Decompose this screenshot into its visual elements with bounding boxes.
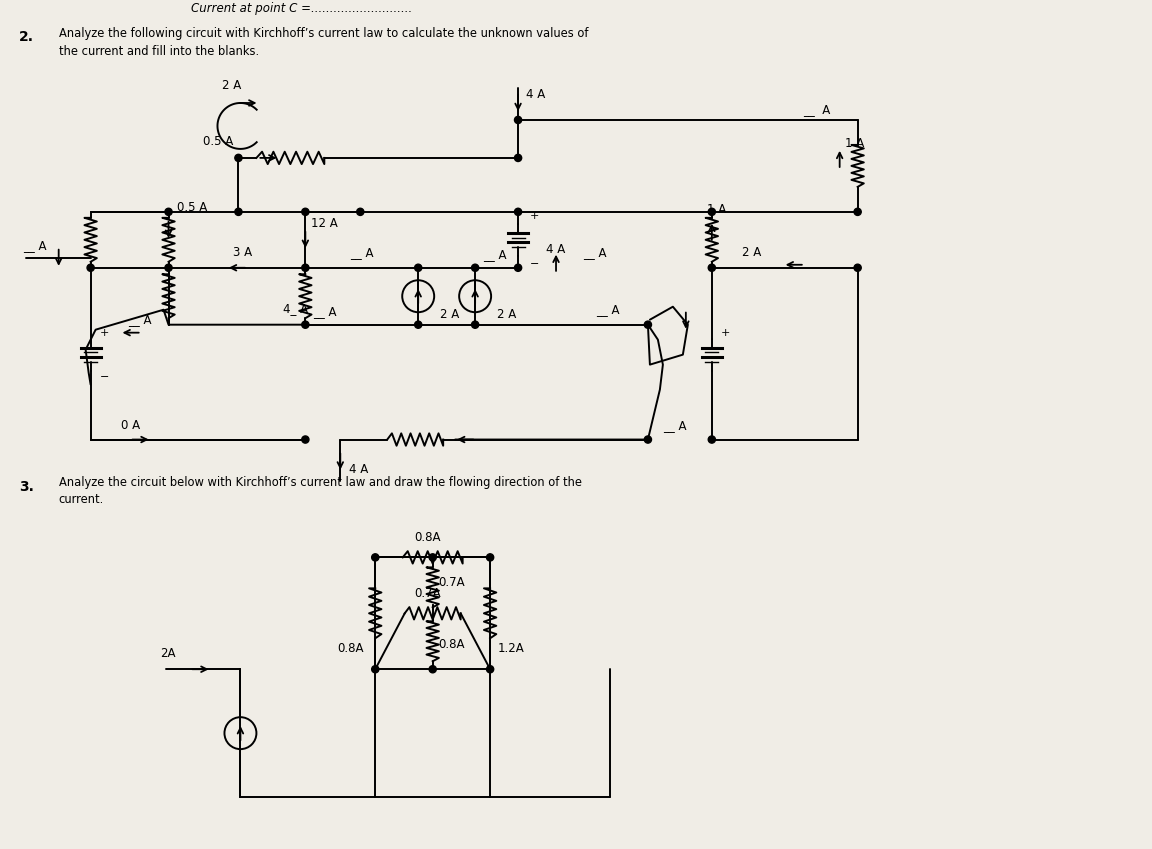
Circle shape: [515, 208, 522, 216]
Text: 3.: 3.: [18, 481, 33, 494]
Text: 2 A: 2 A: [222, 80, 242, 93]
Text: __  A: __ A: [803, 104, 829, 116]
Text: 0.8A: 0.8A: [415, 531, 441, 544]
Circle shape: [854, 264, 862, 272]
Text: Current at point C =...........................: Current at point C =....................…: [190, 2, 411, 14]
Circle shape: [302, 208, 309, 216]
Text: +: +: [530, 211, 539, 221]
Text: −: −: [99, 372, 109, 381]
Text: the current and fill into the blanks.: the current and fill into the blanks.: [59, 44, 259, 58]
Circle shape: [429, 554, 437, 561]
Text: __ A: __ A: [129, 313, 152, 326]
Circle shape: [165, 208, 172, 216]
Text: Analyze the following circuit with Kirchhoff’s current law to calculate the unkn: Analyze the following circuit with Kirch…: [59, 26, 589, 40]
Text: 4 A: 4 A: [349, 463, 369, 476]
Text: __ A: __ A: [350, 246, 373, 259]
Text: 3 A: 3 A: [234, 246, 252, 259]
Text: __ A: __ A: [313, 305, 336, 318]
Circle shape: [515, 264, 522, 272]
Text: __ A: __ A: [662, 419, 687, 432]
Circle shape: [708, 436, 715, 443]
Text: 0 A: 0 A: [121, 419, 139, 432]
Text: 0.7A: 0.7A: [439, 576, 465, 589]
Circle shape: [372, 554, 379, 561]
Circle shape: [302, 436, 309, 443]
Text: current.: current.: [59, 493, 104, 506]
Text: __ A: __ A: [483, 248, 507, 261]
Circle shape: [471, 264, 479, 272]
Circle shape: [471, 321, 479, 329]
Text: 2.: 2.: [18, 30, 33, 44]
Circle shape: [708, 264, 715, 272]
Circle shape: [415, 264, 422, 272]
Circle shape: [165, 264, 172, 272]
Text: −: −: [530, 259, 539, 269]
Text: 1 A: 1 A: [707, 204, 726, 216]
Text: 4_ A: 4_ A: [283, 302, 309, 315]
Circle shape: [429, 666, 437, 672]
Text: 2 A: 2 A: [742, 246, 761, 259]
Text: +: +: [721, 328, 730, 338]
Text: 0.8A: 0.8A: [336, 642, 363, 655]
Text: Analyze the circuit below with Kirchhoff’s current law and draw the flowing dire: Analyze the circuit below with Kirchhoff…: [59, 476, 582, 489]
Circle shape: [88, 264, 94, 272]
Text: 0.7A: 0.7A: [415, 587, 441, 600]
Circle shape: [302, 321, 309, 329]
Text: 2 A: 2 A: [498, 307, 516, 321]
Circle shape: [708, 208, 715, 216]
Circle shape: [644, 436, 652, 443]
Text: 4 A: 4 A: [546, 244, 566, 256]
Circle shape: [235, 208, 242, 216]
Text: 0.5 A: 0.5 A: [176, 201, 206, 214]
Text: 1.2A: 1.2A: [498, 642, 525, 655]
Circle shape: [644, 321, 652, 329]
Circle shape: [486, 554, 494, 561]
Text: 2A: 2A: [160, 647, 176, 660]
Text: __ A: __ A: [596, 303, 620, 316]
Circle shape: [357, 208, 364, 216]
Text: __ A: __ A: [583, 246, 606, 259]
Text: 0.5 A: 0.5 A: [204, 136, 234, 149]
Circle shape: [515, 116, 522, 124]
Circle shape: [415, 321, 422, 329]
Text: 4 A: 4 A: [526, 88, 545, 102]
Circle shape: [235, 155, 242, 161]
Text: 0.8A: 0.8A: [439, 638, 465, 651]
Circle shape: [302, 264, 309, 272]
Circle shape: [372, 666, 379, 672]
Circle shape: [854, 208, 862, 216]
Circle shape: [486, 666, 494, 672]
Circle shape: [515, 155, 522, 161]
Text: 2 A: 2 A: [440, 307, 460, 321]
Text: 12 A: 12 A: [311, 217, 338, 230]
Text: 1 A: 1 A: [844, 138, 864, 150]
Text: __ A: __ A: [23, 239, 46, 252]
Text: +: +: [99, 328, 109, 338]
